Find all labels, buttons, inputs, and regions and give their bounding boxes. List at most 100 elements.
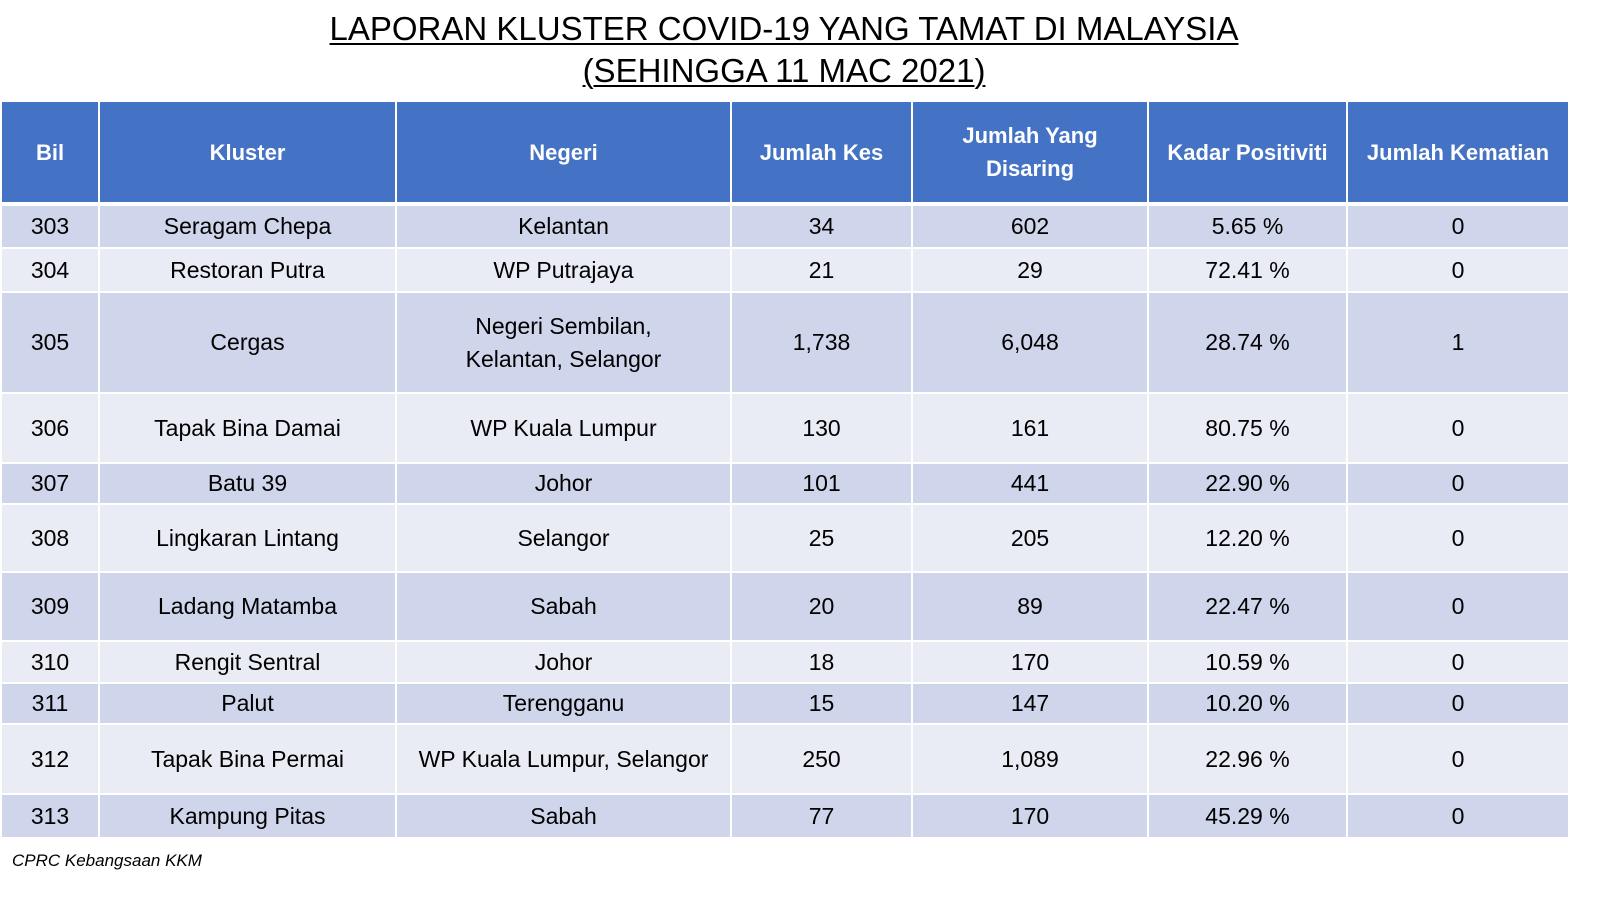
table-row: 308 Lingkaran Lintang Selangor 25 205 12… <box>0 503 1570 573</box>
header-jumlah-kes: Jumlah Kes <box>730 100 913 206</box>
cell-kadar-positiviti: 10.20 % <box>1147 682 1348 725</box>
table-row: 303 Seragam Chepa Kelantan 34 602 5.65 %… <box>0 203 1570 249</box>
cell-bil: 311 <box>0 682 100 725</box>
cell-bil: 306 <box>0 392 100 464</box>
cell-jumlah-disaring: 89 <box>911 571 1149 642</box>
cell-negeri: Sabah <box>395 571 732 642</box>
table-row: 304 Restoran Putra WP Putrajaya 21 29 72… <box>0 247 1570 293</box>
cell-jumlah-disaring: 170 <box>911 793 1149 839</box>
cell-jumlah-disaring: 147 <box>911 682 1149 725</box>
table-row: 312 Tapak Bina Permai WP Kuala Lumpur, S… <box>0 723 1570 795</box>
cell-kluster: Lingkaran Lintang <box>98 503 397 573</box>
header-bil: Bil <box>0 100 100 206</box>
cell-jumlah-disaring: 170 <box>911 640 1149 684</box>
cell-jumlah-kes: 15 <box>730 682 913 725</box>
cell-kadar-positiviti: 22.90 % <box>1147 462 1348 505</box>
cell-kadar-positiviti: 10.59 % <box>1147 640 1348 684</box>
cell-jumlah-kes: 25 <box>730 503 913 573</box>
cell-kadar-positiviti: 22.47 % <box>1147 571 1348 642</box>
cell-jumlah-kes: 34 <box>730 203 913 249</box>
cell-kluster: Batu 39 <box>98 462 397 505</box>
cell-jumlah-disaring: 602 <box>911 203 1149 249</box>
cell-jumlah-kematian: 0 <box>1346 503 1570 573</box>
header-kadar-positiviti: Kadar Positiviti <box>1147 100 1348 206</box>
cluster-table: Bil Kluster Negeri Jumlah Kes Jumlah Yan… <box>0 100 1570 839</box>
cell-kadar-positiviti: 12.20 % <box>1147 503 1348 573</box>
cell-kluster: Ladang Matamba <box>98 571 397 642</box>
cell-kadar-positiviti: 72.41 % <box>1147 247 1348 293</box>
cell-jumlah-kematian: 0 <box>1346 392 1570 464</box>
cell-jumlah-kes: 18 <box>730 640 913 684</box>
header-negeri: Negeri <box>395 100 732 206</box>
cell-negeri: WP Kuala Lumpur, Selangor <box>395 723 732 795</box>
table-row: 305 Cergas Negeri Sembilan, Kelantan, Sel… <box>0 291 1570 394</box>
cell-kluster: Tapak Bina Damai <box>98 392 397 464</box>
header-jumlah-disaring-line2: Disaring <box>985 156 1075 181</box>
table-row: 307 Batu 39 Johor 101 441 22.90 % 0 <box>0 462 1570 505</box>
table-row: 310 Rengit Sentral Johor 18 170 10.59 % … <box>0 640 1570 684</box>
cell-negeri: Sabah <box>395 793 732 839</box>
cell-bil: 308 <box>0 503 100 573</box>
cell-jumlah-kes: 130 <box>730 392 913 464</box>
cell-kluster: Restoran Putra <box>98 247 397 293</box>
cell-negeri: Negeri Sembilan, Kelantan, Selangor <box>395 291 732 394</box>
cell-kluster: Tapak Bina Permai <box>98 723 397 795</box>
table-row: 313 Kampung Pitas Sabah 77 170 45.29 % 0 <box>0 793 1570 839</box>
cell-negeri: Johor <box>395 640 732 684</box>
report-date: (SEHINGGA 11 MAC 2021) <box>582 52 986 89</box>
cell-kluster: Cergas <box>98 291 397 394</box>
cell-jumlah-kes: 21 <box>730 247 913 293</box>
cell-kluster: Seragam Chepa <box>98 203 397 249</box>
table-row: 309 Ladang Matamba Sabah 20 89 22.47 % 0 <box>0 571 1570 642</box>
cell-negeri-line1: Negeri Sembilan, <box>475 312 652 339</box>
cell-negeri: WP Putrajaya <box>395 247 732 293</box>
cell-jumlah-disaring: 441 <box>911 462 1149 505</box>
cell-jumlah-kes: 20 <box>730 571 913 642</box>
cell-jumlah-disaring: 6,048 <box>911 291 1149 394</box>
table-row: 311 Palut Terengganu 15 147 10.20 % 0 <box>0 682 1570 725</box>
source-note: CPRC Kebangsaan KKM <box>12 851 202 870</box>
cell-jumlah-kes: 1,738 <box>730 291 913 394</box>
report-title: LAPORAN KLUSTER COVID-19 YANG TAMAT DI M… <box>329 10 1239 47</box>
header-jumlah-disaring: Jumlah Yang Disaring <box>911 100 1149 206</box>
cell-kluster: Palut <box>98 682 397 725</box>
cell-kadar-positiviti: 80.75 % <box>1147 392 1348 464</box>
cell-negeri: Terengganu <box>395 682 732 725</box>
cell-bil: 307 <box>0 462 100 505</box>
cell-jumlah-kes: 250 <box>730 723 913 795</box>
cell-negeri: Johor <box>395 462 732 505</box>
cell-jumlah-kematian: 0 <box>1346 723 1570 795</box>
cell-bil: 313 <box>0 793 100 839</box>
header-jumlah-disaring-line1: Jumlah Yang <box>962 123 1098 148</box>
header-kluster: Kluster <box>98 100 397 206</box>
cell-jumlah-kes: 77 <box>730 793 913 839</box>
cell-jumlah-disaring: 161 <box>911 392 1149 464</box>
cell-negeri: WP Kuala Lumpur <box>395 392 732 464</box>
cell-kluster: Rengit Sentral <box>98 640 397 684</box>
cell-jumlah-kematian: 0 <box>1346 247 1570 293</box>
cell-jumlah-kematian: 0 <box>1346 682 1570 725</box>
table-header-row: Bil Kluster Negeri Jumlah Kes Jumlah Yan… <box>0 100 1570 206</box>
table-row: 306 Tapak Bina Damai WP Kuala Lumpur 130… <box>0 392 1570 464</box>
cell-kluster: Kampung Pitas <box>98 793 397 839</box>
cell-kadar-positiviti: 45.29 % <box>1147 793 1348 839</box>
cell-jumlah-kematian: 0 <box>1346 793 1570 839</box>
cell-negeri-line2: Kelantan, Selangor <box>465 345 662 372</box>
cell-negeri: Kelantan <box>395 203 732 249</box>
header-jumlah-kematian: Jumlah Kematian <box>1346 100 1570 206</box>
cell-negeri: Selangor <box>395 503 732 573</box>
cell-kadar-positiviti: 22.96 % <box>1147 723 1348 795</box>
cell-jumlah-disaring: 1,089 <box>911 723 1149 795</box>
cell-jumlah-kematian: 0 <box>1346 640 1570 684</box>
cell-jumlah-kematian: 0 <box>1346 203 1570 249</box>
cell-jumlah-kematian: 0 <box>1346 462 1570 505</box>
cell-jumlah-kematian: 0 <box>1346 571 1570 642</box>
cell-bil: 309 <box>0 571 100 642</box>
cell-bil: 305 <box>0 291 100 394</box>
cell-bil: 304 <box>0 247 100 293</box>
cell-jumlah-kes: 101 <box>730 462 913 505</box>
cell-jumlah-kematian: 1 <box>1346 291 1570 394</box>
cell-bil: 303 <box>0 203 100 249</box>
cell-bil: 310 <box>0 640 100 684</box>
title-block: LAPORAN KLUSTER COVID-19 YANG TAMAT DI M… <box>0 8 1568 92</box>
